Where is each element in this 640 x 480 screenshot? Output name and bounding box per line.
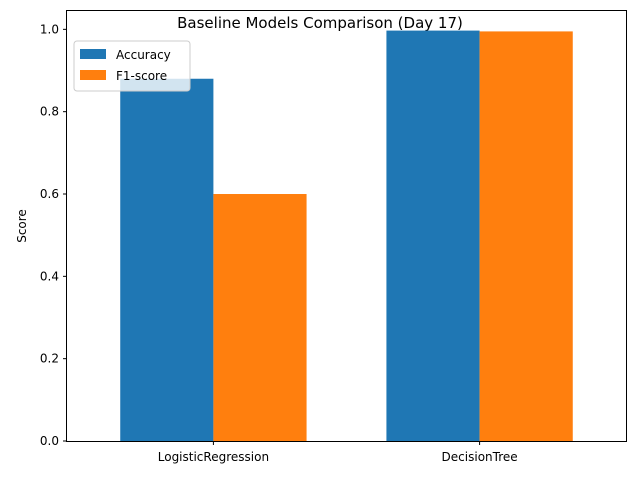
y-axis-label: Score: [15, 209, 29, 243]
legend-label: F1-score: [116, 69, 167, 83]
y-axis: 0.0 0.2 0.4 0.6 0.8 1.0: [40, 22, 67, 448]
x-axis: LogisticRegression DecisionTree: [158, 441, 518, 464]
y-tick-label: 0.8: [40, 105, 59, 119]
bar-logisticregression-accuracy: [120, 78, 214, 441]
bars-group: [120, 30, 573, 442]
bar-decisiontree-accuracy: [386, 30, 480, 442]
bar-decisiontree-f1-score: [479, 31, 573, 442]
plot-frame: [66, 10, 627, 442]
chart-title: Baseline Models Comparison (Day 17): [177, 14, 463, 32]
x-tick-label: LogisticRegression: [158, 450, 269, 464]
y-tick-label: 0.4: [40, 269, 59, 283]
legend-label: Accuracy: [116, 48, 171, 62]
y-tick-label: 1.0: [40, 22, 59, 36]
y-tick-label: 0.2: [40, 352, 59, 366]
x-tick-label: DecisionTree: [442, 450, 518, 464]
y-tick-label: 0.0: [40, 434, 59, 448]
legend-swatch: [80, 49, 106, 59]
bar-logisticregression-f1-score: [213, 194, 307, 441]
legend-swatch: [80, 70, 106, 80]
legend: Accuracy F1-score: [73, 40, 191, 92]
y-tick-label: 0.6: [40, 187, 59, 201]
